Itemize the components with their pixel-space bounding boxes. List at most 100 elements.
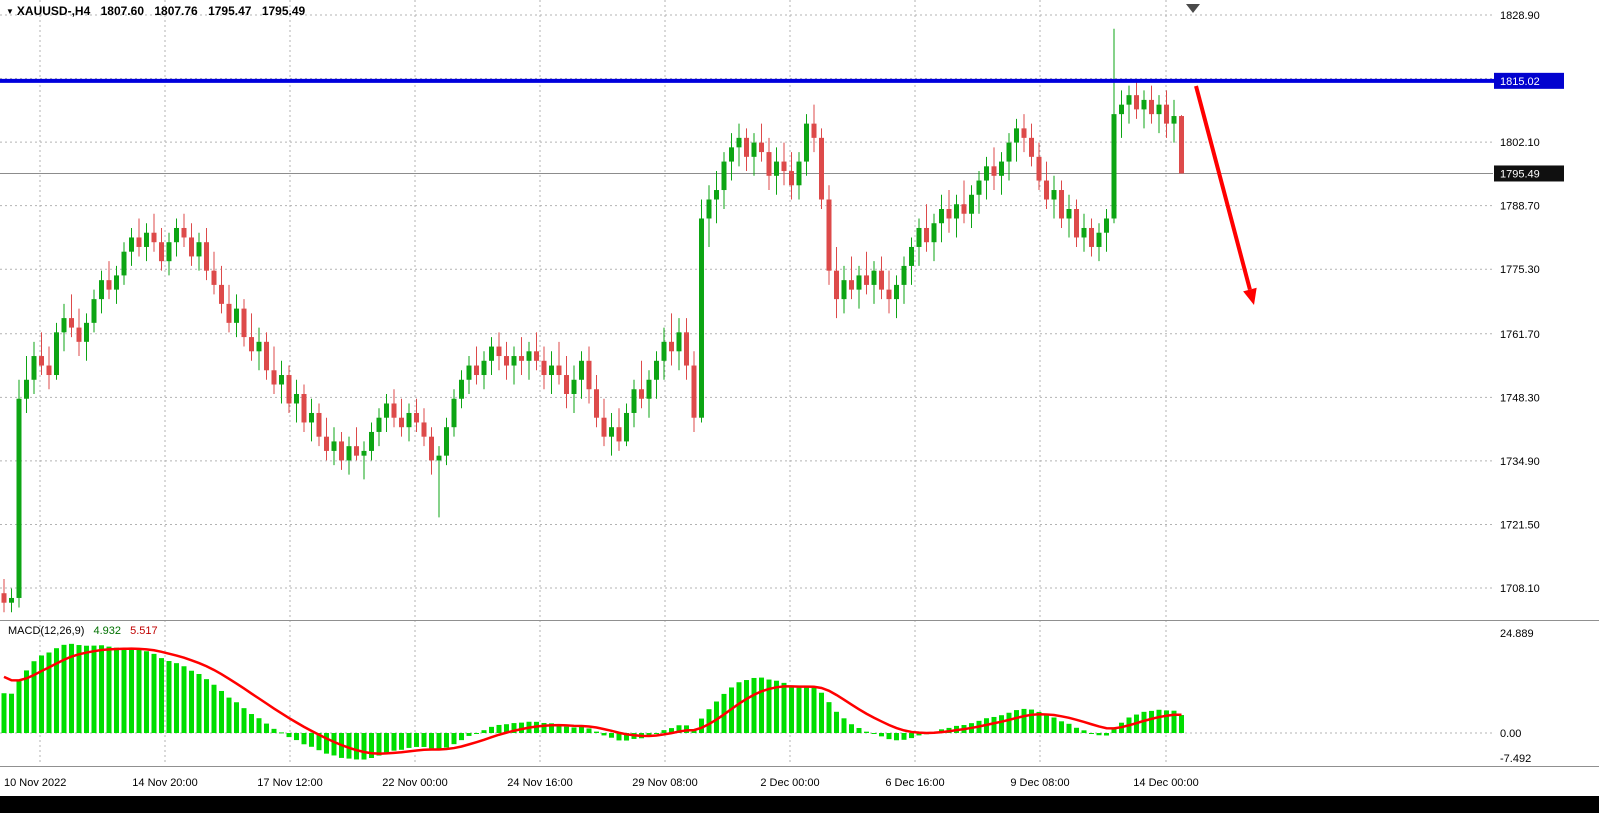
candle [106,261,112,300]
candle-body [1,593,7,603]
macd-histogram-bar [841,718,847,733]
candle [571,365,577,413]
candle [174,218,179,257]
candle [1006,133,1012,181]
candle [226,284,232,333]
candle [699,199,704,423]
candle-body [204,242,209,271]
candle-body [84,322,89,342]
candle-body [406,412,412,428]
macd-histogram-bar [451,733,457,745]
macd-histogram-bar [579,726,584,733]
candle [166,232,172,276]
candle [886,270,892,314]
candle [399,398,404,437]
candle [924,204,929,252]
symbol-ohlc-title: ▼ XAUUSD-,H4 1807.60 1807.76 1795.47 1795… [6,4,305,18]
candle [136,218,142,257]
candle [444,417,449,466]
macd-axis-label: 0.00 [1500,728,1521,740]
symbol-period-label: XAUUSD-,H4 [16,4,91,18]
macd-panel [1,643,1184,760]
candle-body [1141,99,1147,110]
candle-body [444,427,449,456]
candle [751,133,757,176]
candle-body [174,227,179,243]
candle-body [1111,114,1117,219]
candle [489,337,494,376]
macd-histogram-bar [541,722,547,733]
candle-body [271,370,277,385]
candle [84,313,89,361]
macd-histogram-bar [699,718,704,733]
macd-histogram-bar [444,733,449,748]
macd-signal-value: 5.517 [130,625,158,637]
candle-body [234,308,239,323]
macd-histogram-bar [159,658,164,733]
candle [54,322,59,380]
chart-shift-marker-icon[interactable] [1186,4,1200,13]
candle [519,337,524,376]
candle [271,346,277,394]
down-arrow-object[interactable] [1194,85,1257,305]
candle [354,427,359,461]
candle-body [601,417,607,437]
candle-body [706,199,712,219]
macd-axis-label: 24.889 [1500,628,1534,640]
candle-body [549,365,554,376]
candle-body [556,365,562,376]
macd-histogram-bar [819,692,824,733]
macd-histogram-bar [16,681,22,733]
macd-histogram-bar [609,733,614,738]
candle-body [61,318,67,333]
macd-histogram-bar [519,722,524,733]
macd-histogram-bar [999,715,1004,733]
candle [1059,180,1064,228]
candle [586,346,592,404]
candle-body [564,375,569,394]
macd-histogram-bar [991,716,997,733]
candle [69,294,74,338]
candle-body [931,223,937,243]
candle [654,351,659,399]
candle-body [879,270,884,290]
candle-body [699,218,704,418]
candle-body [384,403,389,418]
macd-histogram-bar [391,733,397,751]
candle [909,237,914,285]
candle-body [624,412,629,442]
candle-body [91,299,97,323]
macd-histogram-bar [864,731,869,733]
macd-histogram-bar [211,684,217,733]
candle-body [421,422,427,437]
candle-body [331,441,337,451]
candle [249,313,254,361]
macd-histogram-bar [909,733,914,739]
candle-body [504,356,509,366]
macd-histogram-bar [1141,711,1147,733]
time-axis-label: 9 Dec 08:00 [1010,777,1069,789]
macd-histogram-bar [1,693,7,733]
candle-body [796,161,802,186]
macd-histogram-bar [826,702,832,733]
macd-histogram-bar [489,726,494,733]
candle [871,261,877,304]
candle-body [579,360,584,380]
candle-body [849,280,854,290]
candle-body [249,337,254,352]
dropdown-triangle-icon[interactable]: ▼ [6,7,14,16]
candle-body [354,446,359,456]
candle [781,142,787,186]
macd-histogram-bar [1179,715,1184,733]
macd-histogram-bar [136,649,142,733]
macd-histogram-bar [354,733,359,760]
candle-body [1104,218,1109,233]
macd-histogram-bar [241,708,247,733]
candle [1096,223,1102,262]
candle [894,275,899,319]
candle [264,332,269,380]
macd-histogram-bar [804,686,809,733]
candle [1051,175,1057,219]
candle [1164,90,1169,138]
